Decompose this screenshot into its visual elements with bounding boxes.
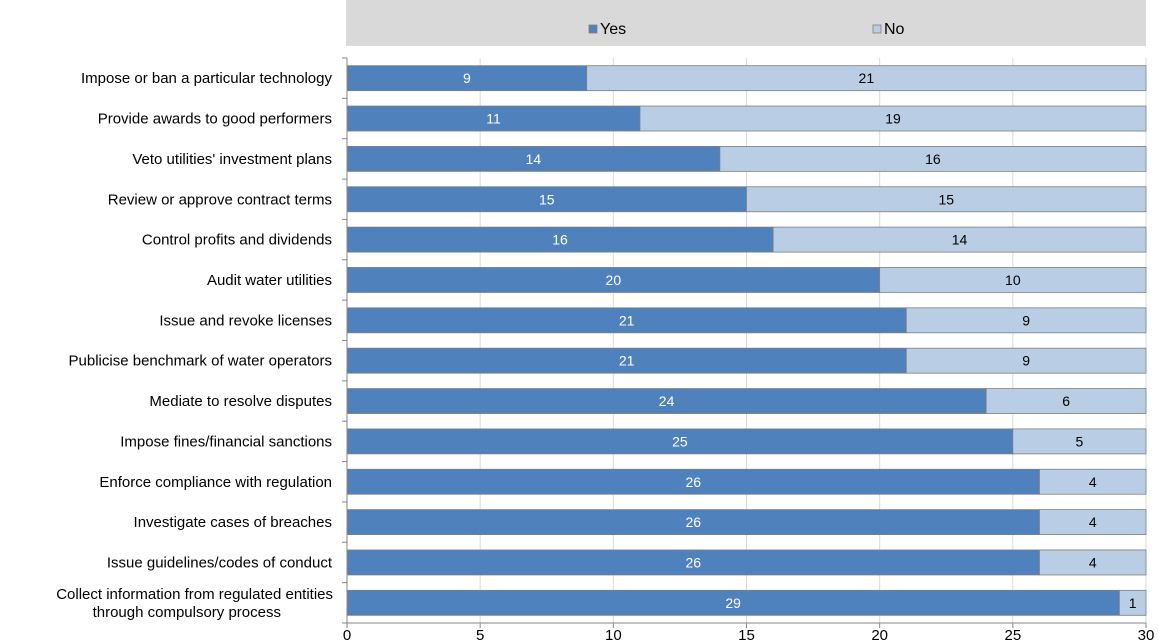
data-label-yes-4: 16 (552, 232, 568, 248)
gridlines (479, 58, 1147, 623)
data-label-yes-11: 26 (685, 514, 701, 530)
data-label-no-8: 6 (1062, 393, 1070, 409)
data-label-yes-7: 21 (619, 353, 635, 369)
data-label-no-3: 15 (938, 191, 954, 207)
bar-yes-1 (346, 105, 641, 132)
data-label-yes-1: 11 (486, 111, 501, 127)
x-tick-label-5: 5 (476, 627, 484, 643)
legend-background (346, 0, 1146, 46)
data-label-no-11: 4 (1089, 514, 1097, 530)
data-label-yes-8: 24 (659, 393, 675, 409)
category-label-2: Veto utilities' investment plans (132, 151, 332, 168)
x-tick-label-20: 20 (871, 627, 888, 643)
category-label-6: Issue and revoke licenses (159, 312, 332, 329)
category-label-7: Publicise benchmark of water operators (69, 353, 332, 370)
bar-no-13 (1118, 589, 1147, 616)
category-label-5: Audit water utilities (207, 272, 332, 289)
category-label-9: Impose fines/financial sanctions (120, 433, 332, 450)
category-label-10: Enforce compliance with regulation (99, 474, 332, 491)
bar-no-10 (1039, 468, 1147, 495)
data-label-yes-0: 9 (463, 70, 471, 86)
bar-no-7 (905, 347, 1147, 374)
bar-no-11 (1039, 509, 1147, 536)
data-label-no-1: 19 (885, 111, 901, 127)
category-label-13: Collect information from regulated entit… (56, 586, 333, 621)
bar-no-5 (879, 267, 1147, 293)
x-tick-label-10: 10 (605, 627, 622, 643)
data-label-yes-3: 15 (539, 191, 555, 207)
x-tick-label-0: 0 (343, 627, 351, 643)
bar-no-0 (586, 65, 1147, 92)
data-label-no-7: 9 (1022, 353, 1030, 369)
data-label-yes-13: 29 (725, 595, 741, 611)
bar-no-9 (1012, 428, 1147, 455)
bar-yes-12 (346, 549, 1040, 576)
category-label-4: Control profits and dividends (142, 232, 332, 249)
data-label-no-12: 4 (1089, 554, 1097, 570)
legend-label-yes: Yes (600, 21, 626, 38)
legend-swatch-no (872, 24, 882, 34)
data-label-no-10: 4 (1089, 474, 1097, 490)
data-label-no-4: 14 (952, 232, 968, 248)
x-tick-label-15: 15 (738, 627, 755, 643)
bar-yes-8 (346, 388, 987, 414)
category-label-8: Mediate to resolve disputes (149, 393, 332, 410)
x-tick-label-25: 25 (1004, 627, 1021, 643)
data-label-yes-5: 20 (606, 272, 622, 288)
data-label-yes-9: 25 (672, 433, 688, 449)
data-label-no-9: 5 (1076, 433, 1084, 449)
bar-yes-9 (346, 428, 1014, 455)
bar-no-3 (746, 186, 1147, 213)
bar-yes-6 (346, 307, 907, 334)
data-label-yes-6: 21 (619, 312, 635, 328)
data-label-yes-2: 14 (526, 151, 542, 167)
bar-no-6 (905, 307, 1147, 334)
bar-no-2 (719, 145, 1147, 172)
data-label-no-6: 9 (1022, 312, 1030, 328)
axes: Impose or ban a particular technology Pro… (56, 57, 1155, 643)
category-label-0: Impose or ban a particular technology (81, 70, 332, 87)
category-label-1: Provide awards to good performers (98, 111, 332, 128)
legend-label-no: No (884, 21, 905, 38)
category-label-12: Issue guidelines/codes of conduct (107, 554, 333, 571)
bar-no-4 (772, 226, 1147, 253)
bar-no-8 (985, 388, 1147, 414)
category-label-3: Review or approve contract terms (108, 191, 332, 208)
data-label-no-13: 1 (1129, 595, 1137, 611)
category-label-11: Investigate cases of breaches (134, 514, 332, 531)
bar-yes-0 (346, 65, 588, 92)
bar-no-1 (639, 105, 1147, 132)
x-tick-label-30: 30 (1138, 627, 1155, 643)
data-label-yes-10: 26 (685, 474, 701, 490)
legend: Yes No (588, 21, 905, 38)
bar-yes-7 (346, 347, 907, 374)
legend-swatch-yes (588, 24, 598, 34)
bar-yes-4 (346, 226, 774, 253)
bar-no-12 (1039, 549, 1147, 576)
data-label-yes-12: 26 (685, 554, 701, 570)
data-label-no-5: 10 (1005, 272, 1021, 288)
data-label-no-0: 21 (859, 70, 875, 86)
data-label-no-2: 16 (925, 151, 941, 167)
bar-yes-11 (346, 509, 1040, 536)
